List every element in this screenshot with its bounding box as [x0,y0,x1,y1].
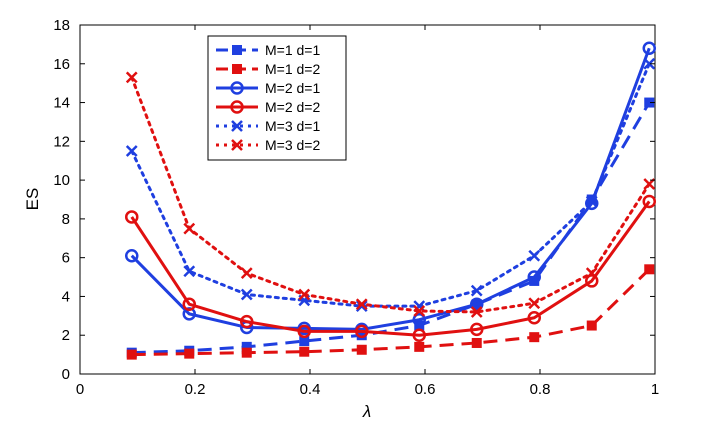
legend-item: M=2 d=1 [216,80,320,96]
data-point [471,337,482,348]
legend-item: M=1 d=1 [216,42,320,58]
data-point [586,320,597,331]
data-point [298,288,311,301]
x-axis-label: λ [362,402,371,421]
series-line [130,47,651,331]
legend-marker [232,45,242,55]
series-m-1-d-2 [126,264,655,360]
data-point [529,332,540,343]
data-point [642,41,656,56]
x-tick-label: 0.8 [530,381,551,398]
y-tick-label: 10 [53,172,70,189]
y-tick-label: 0 [62,366,70,383]
legend-item: M=3 d=2 [216,137,320,153]
y-tick-label: 14 [53,95,70,112]
legend: M=1 d=1 M=1 d=2 M=2 d=1 M=2 d=2 M=3 d=1 M=3 d… [207,35,347,161]
data-point [241,347,252,358]
data-point [182,307,196,321]
data-point [184,348,195,359]
y-tick-label: 12 [53,133,70,150]
data-point [355,324,369,339]
legend-marker [230,81,244,95]
legend-label: M=3 d=2 [265,137,320,153]
legend-marker [232,64,242,74]
y-tick-label: 16 [53,56,70,73]
legend-label: M=1 d=1 [265,42,320,58]
legend-box [207,35,347,161]
x-tick-label: 0.6 [415,381,436,398]
legend-marker [231,120,243,132]
data-point [355,300,368,313]
data-point [470,322,484,337]
x-tick-label: 0.4 [300,381,321,398]
data-point [297,324,311,339]
legend-label: M=1 d=2 [265,61,320,77]
series-m-3-d-2 [125,71,656,318]
series-m-2-d-2 [125,194,656,342]
data-point [528,249,541,262]
plot-area [79,24,656,375]
data-point [183,222,196,235]
legend-label: M=3 d=1 [265,118,320,134]
data-point [125,71,138,84]
data-point [643,57,656,70]
data-point [240,288,253,301]
series-line [130,200,651,337]
y-tick-label: 6 [62,250,70,267]
legend-marker [231,139,243,151]
series-line [130,62,651,308]
legend-item: M=2 d=2 [216,99,320,115]
data-point [644,264,655,275]
data-point [470,284,483,297]
data-point [585,267,598,280]
x-tick-label: 1 [651,381,659,398]
data-point [356,344,367,355]
data-point [642,194,656,209]
data-point [470,297,484,311]
legend-label: M=2 d=2 [265,99,320,115]
data-point [527,311,541,325]
data-point [527,270,541,284]
data-point [240,267,253,280]
data-point [413,305,426,317]
data-point [125,248,139,263]
series-line [130,75,651,314]
legend-item: M=1 d=2 [216,61,320,77]
y-tick-label: 18 [53,17,70,34]
y-axis-label: ES [23,188,42,211]
x-tick-label: 0 [76,381,84,398]
data-point [414,341,425,352]
data-point [470,306,483,318]
legend-label: M=2 d=1 [265,80,320,96]
x-tick-label: 0.2 [185,381,206,398]
y-tick-label: 8 [62,211,70,228]
data-point [643,178,656,190]
y-tick-label: 4 [62,288,70,305]
data-point [299,346,310,357]
data-point [182,297,196,311]
legend-marker [230,100,244,114]
data-point [126,349,137,360]
data-point [585,195,598,208]
data-point [183,265,196,278]
data-point [125,210,139,224]
data-point [528,297,541,310]
data-point [585,274,599,288]
data-point [240,314,254,329]
data-point [355,298,368,311]
series-layer [125,41,656,360]
legend-item: M=3 d=1 [216,118,320,134]
data-point [412,328,426,342]
y-tick-label: 2 [62,327,70,344]
data-point [125,145,138,157]
data-point [412,312,426,327]
